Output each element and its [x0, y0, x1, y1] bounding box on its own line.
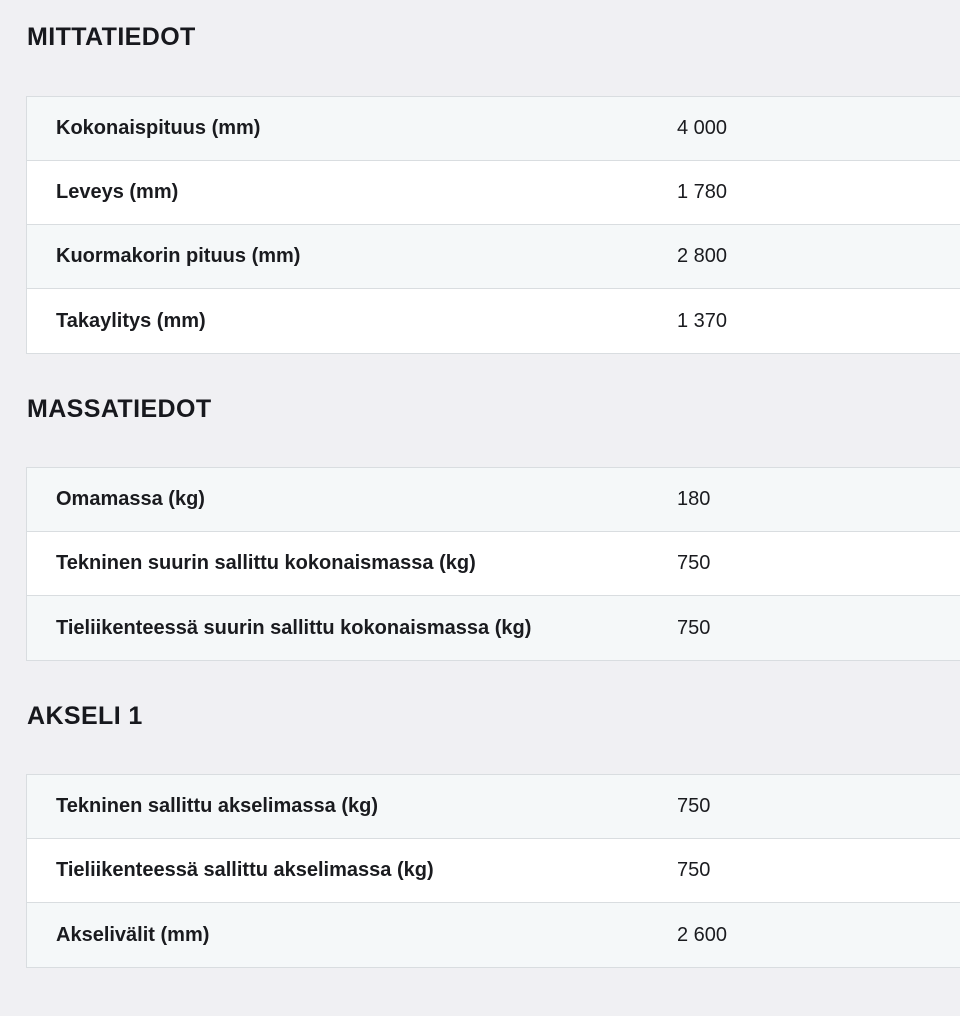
table-row: Takaylitys (mm) 1 370: [27, 289, 960, 353]
section-massatiedot: MASSATIEDOT Omamassa (kg) 180 Tekninen s…: [0, 397, 960, 661]
spec-value: 1 780: [677, 181, 728, 203]
spec-page: MITTATIEDOT Kokonaispituus (mm) 4 000 Le…: [0, 25, 960, 968]
table-row: Akselivälit (mm) 2 600: [27, 903, 960, 967]
spec-label: Tekninen suurin sallittu kokonaismassa (…: [56, 552, 476, 574]
spec-label: Tieliikenteessä sallittu akselimassa (kg…: [56, 859, 434, 881]
section-akseli-1: AKSELI 1 Tekninen sallittu akselimassa (…: [0, 704, 960, 968]
spec-table-massatiedot: Omamassa (kg) 180 Tekninen suurin sallit…: [26, 467, 960, 661]
section-mittatiedot: MITTATIEDOT Kokonaispituus (mm) 4 000 Le…: [0, 25, 960, 354]
spec-value: 750: [677, 616, 711, 639]
table-row: Tieliikenteessä suurin sallittu kokonais…: [27, 596, 960, 660]
spec-label: Kuormakorin pituus (mm): [56, 245, 301, 267]
table-row: Tieliikenteessä sallittu akselimassa (kg…: [27, 839, 960, 903]
spec-value: 750: [677, 859, 711, 881]
spec-value: 2 600: [677, 923, 728, 946]
table-row: Leveys (mm) 1 780: [27, 161, 960, 225]
spec-label: Tieliikenteessä suurin sallittu kokonais…: [56, 616, 532, 639]
section-title-mittatiedot: MITTATIEDOT: [27, 23, 196, 51]
spec-value: 180: [677, 488, 711, 510]
spec-value: 4 000: [677, 117, 728, 139]
table-row: Omamassa (kg) 180: [27, 468, 960, 532]
table-row: Kuormakorin pituus (mm) 2 800: [27, 225, 960, 289]
spec-table-akseli-1: Tekninen sallittu akselimassa (kg) 750 T…: [26, 774, 960, 968]
table-row: Tekninen sallittu akselimassa (kg) 750: [27, 775, 960, 839]
spec-label: Akselivälit (mm): [56, 923, 210, 946]
spec-value: 1 370: [677, 309, 728, 332]
spec-table-mittatiedot: Kokonaispituus (mm) 4 000 Leveys (mm) 1 …: [26, 96, 960, 354]
spec-value: 750: [677, 795, 711, 817]
table-row: Kokonaispituus (mm) 4 000: [27, 97, 960, 161]
section-title-massatiedot: MASSATIEDOT: [27, 395, 212, 423]
spec-label: Kokonaispituus (mm): [56, 117, 261, 139]
spec-label: Takaylitys (mm): [56, 309, 206, 332]
table-row: Tekninen suurin sallittu kokonaismassa (…: [27, 532, 960, 596]
spec-label: Tekninen sallittu akselimassa (kg): [56, 795, 378, 817]
section-title-akseli-1: AKSELI 1: [27, 702, 143, 730]
spec-value: 2 800: [677, 245, 728, 267]
spec-value: 750: [677, 552, 711, 574]
spec-label: Omamassa (kg): [56, 488, 205, 510]
spec-label: Leveys (mm): [56, 181, 179, 203]
